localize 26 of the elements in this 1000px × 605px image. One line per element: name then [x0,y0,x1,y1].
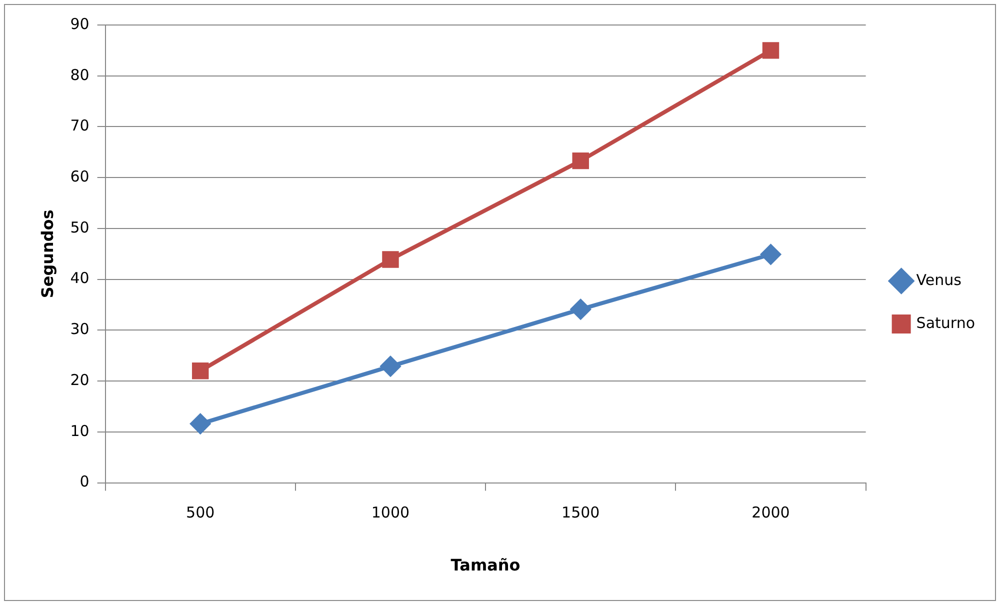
x-tick-label: 1000 [371,504,410,522]
x-axis-title: Tamaño [450,556,520,575]
y-tick-label: 50 [70,218,90,236]
x-tick-label: 500 [186,504,215,522]
point [572,152,589,170]
y-tick-label: 60 [70,167,90,186]
point [382,251,399,268]
point [192,362,209,380]
x-tick-label: 2000 [752,504,790,522]
y-tick-label: 70 [70,116,90,135]
point [762,42,780,59]
y-tick-label: 20 [70,370,90,389]
point [570,299,591,320]
y-tick-label: 90 [70,14,90,33]
x-tick-label: 1500 [562,504,600,522]
y-tick-label: 10 [70,422,90,440]
y-axis-title: Segundos [38,210,57,298]
y-tick-label: 40 [70,269,90,288]
point [760,244,781,264]
y-tick-label: 80 [70,66,90,84]
point [190,414,210,434]
point [380,356,400,376]
legend-label: Saturno [916,314,976,332]
legend-label: Venus [916,270,962,289]
y-tick-label: 0 [80,472,90,491]
y-tick-label: 30 [70,320,90,338]
